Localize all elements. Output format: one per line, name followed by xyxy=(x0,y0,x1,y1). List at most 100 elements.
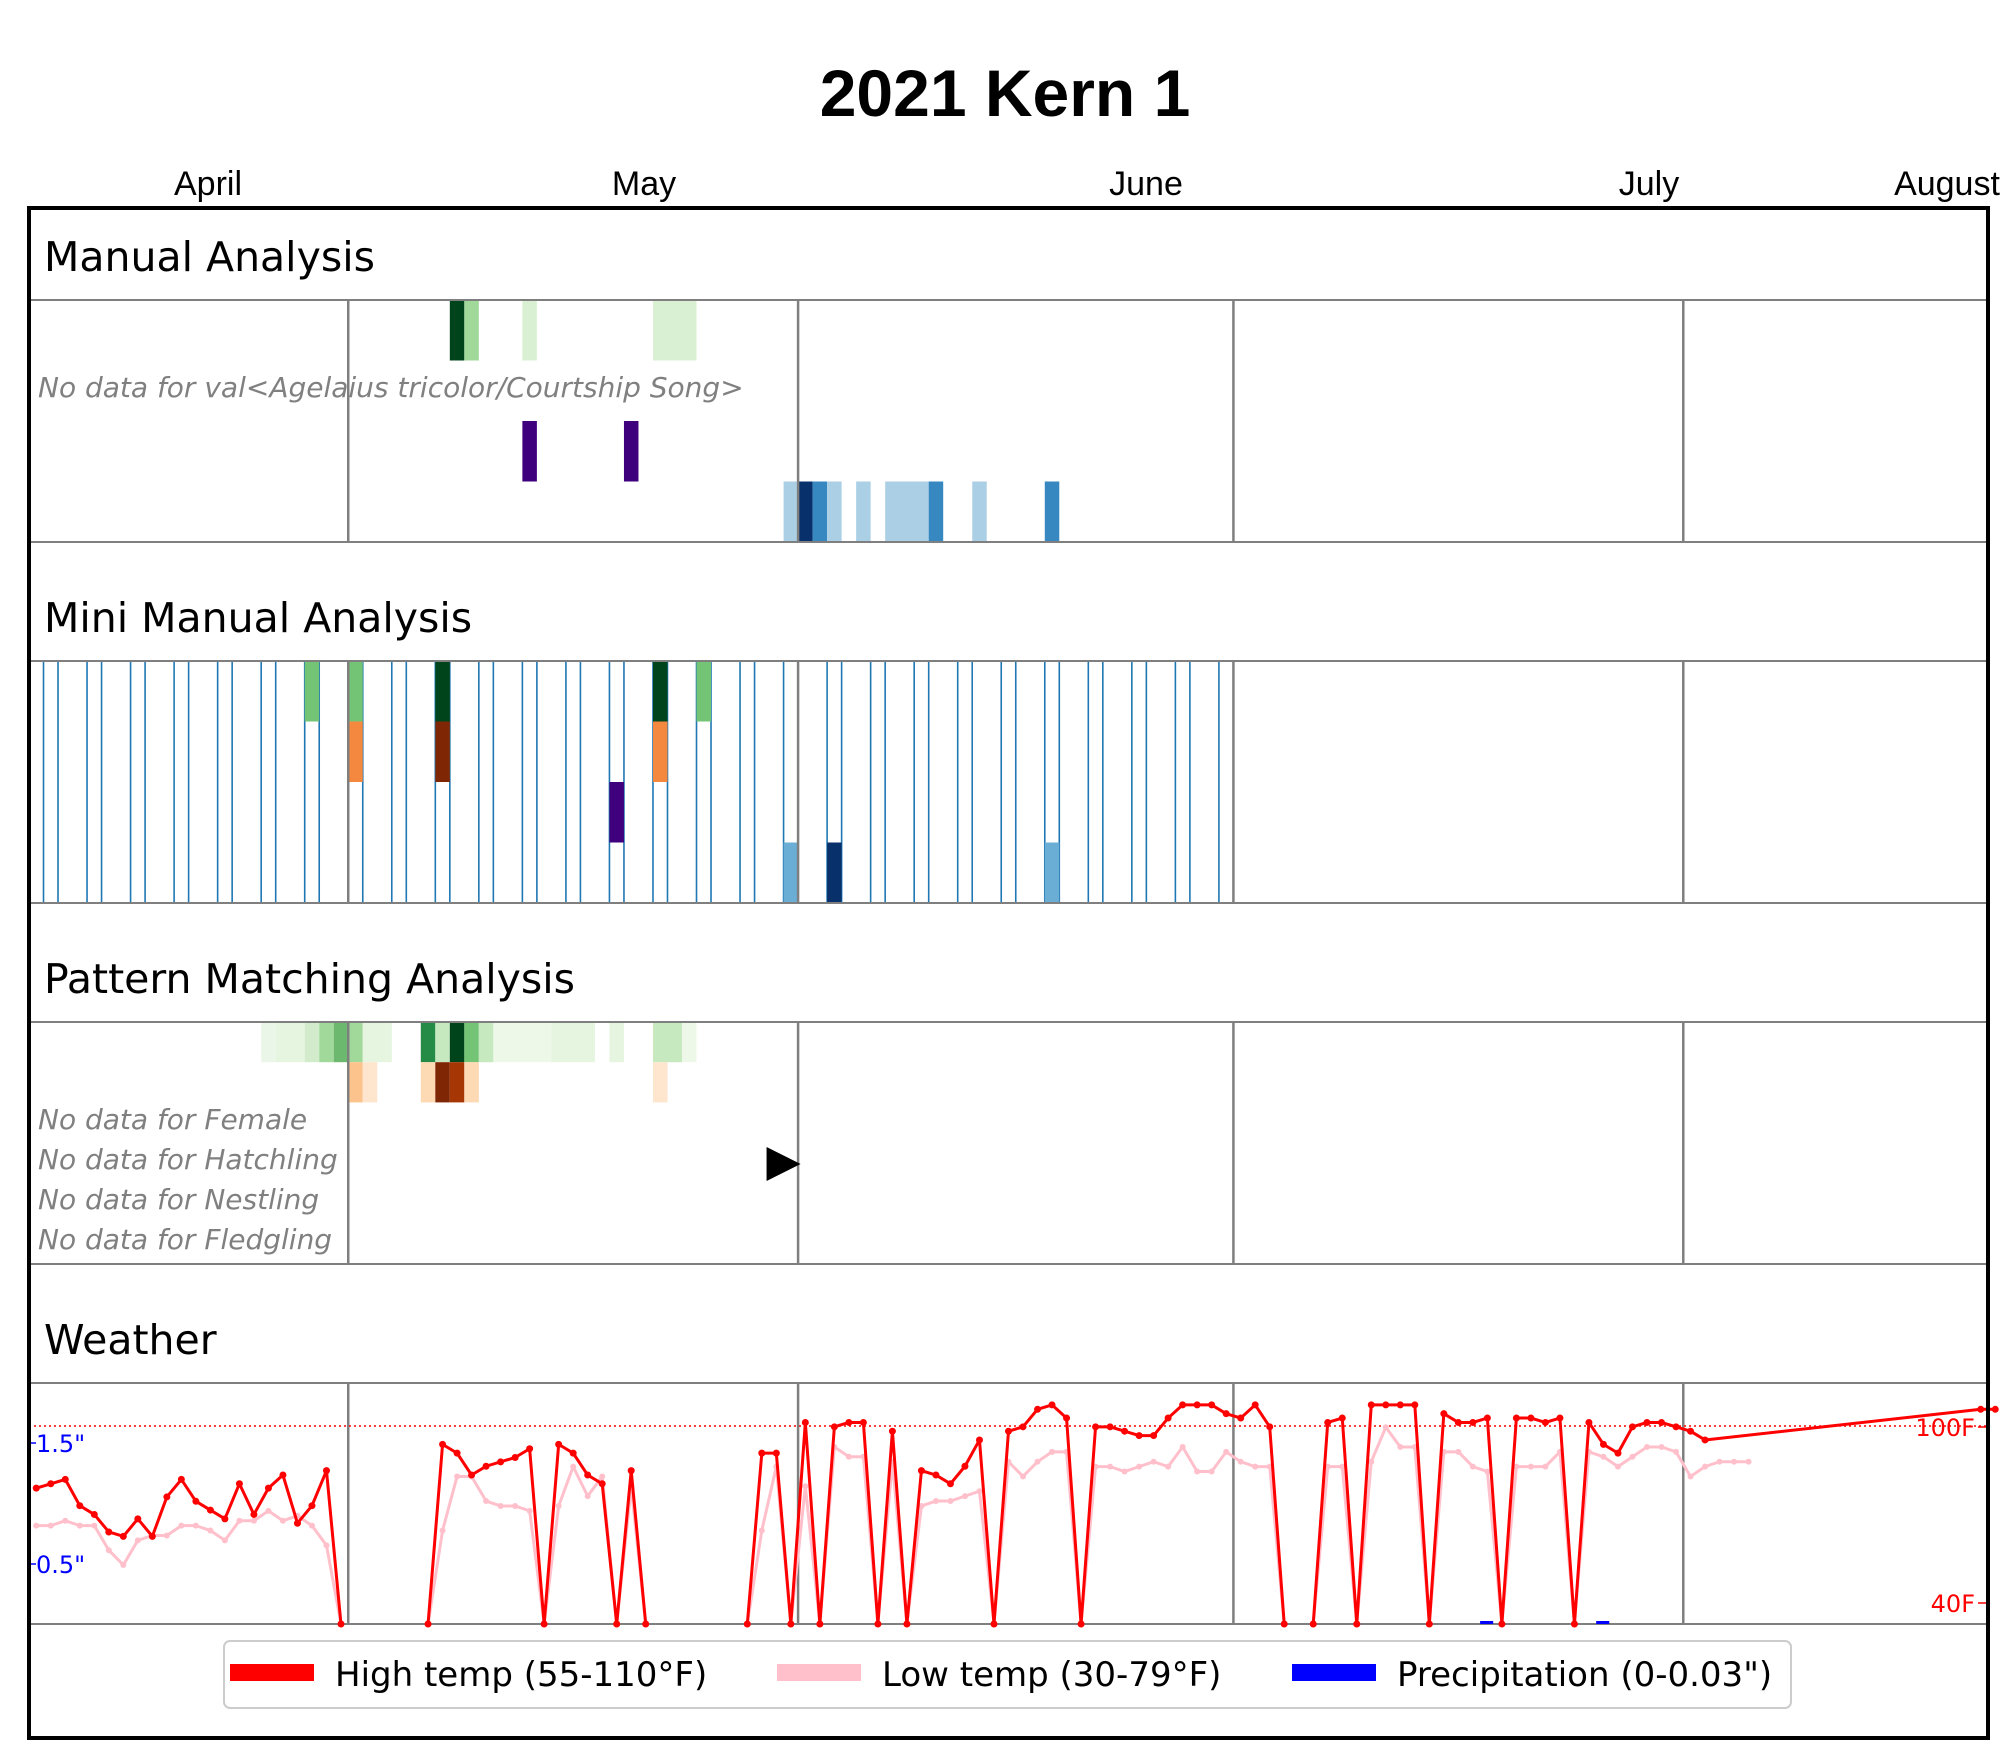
temp-tick-label-2: 40F xyxy=(1931,1590,1975,1618)
legend-swatch-precip xyxy=(1292,1664,1376,1681)
high-temp-line xyxy=(745,1403,1286,1626)
manual-analysis-cell xyxy=(827,481,842,542)
manual-analysis-cell xyxy=(1044,481,1060,542)
precip-tick-label-1: 1.5" xyxy=(36,1430,85,1458)
precip-tick-2: 0.5" xyxy=(29,1551,85,1579)
pattern-matching-cell xyxy=(261,1022,276,1063)
no-data-female: No data for Female xyxy=(38,1103,307,1136)
section-title-manual: Manual Analysis xyxy=(44,233,375,281)
legend-swatch-high xyxy=(230,1664,314,1681)
pattern-matching-cell xyxy=(464,1062,479,1103)
mini-manual-cell xyxy=(435,661,450,722)
month-label-april: April xyxy=(174,165,242,203)
manual-analysis-cell xyxy=(885,481,929,542)
precipitation-series xyxy=(1480,1621,1610,1624)
pattern-marker xyxy=(766,1147,801,1181)
manual-analysis-cell xyxy=(623,421,639,482)
mini-manual-cell xyxy=(435,721,450,782)
no-data-fledgling: No data for Fledgling xyxy=(38,1223,332,1256)
section-title-pattern: Pattern Matching Analysis xyxy=(44,955,575,1003)
pattern-matching-cell xyxy=(435,1062,450,1103)
mini-manual-analysis-heatmap xyxy=(304,661,1060,903)
figure-frame xyxy=(27,206,1990,1740)
legend-swatch-low xyxy=(777,1664,861,1681)
manual-analysis-cell xyxy=(522,421,537,482)
high-temp-line xyxy=(35,1469,343,1625)
manual-analysis-cell xyxy=(856,481,871,542)
pattern-matching-cell xyxy=(420,1022,436,1063)
mini-manual-cell xyxy=(783,842,799,903)
month-label-august: August xyxy=(1894,165,2000,203)
chart-title: 2021 Kern 1 xyxy=(820,56,1191,130)
manual-analysis-cell xyxy=(812,481,828,542)
temp-tick-2: 40F xyxy=(1931,1590,1988,1618)
pattern-matching-cell xyxy=(652,1022,682,1063)
manual-analysis-cell xyxy=(783,481,799,542)
mini-manual-cell xyxy=(609,782,624,843)
precipitation-bar xyxy=(1480,1621,1494,1624)
mini-manual-cell xyxy=(827,842,842,903)
month-label-june: June xyxy=(1109,165,1183,203)
low-temp-line xyxy=(1311,1425,1749,1626)
pattern-matching-cell xyxy=(348,1062,363,1103)
mini-manual-cell xyxy=(304,661,320,722)
band-borders xyxy=(29,299,1988,1625)
precip-tick-1: 1.5" xyxy=(29,1430,85,1458)
pattern-matching-cell xyxy=(478,1022,494,1063)
section-title-mini: Mini Manual Analysis xyxy=(44,594,472,642)
no-data-nestling: No data for Nestling xyxy=(38,1183,319,1216)
pattern-matching-cell xyxy=(449,1022,465,1063)
no-data-hatchling: No data for Hatchling xyxy=(38,1143,338,1176)
pattern-matching-cell xyxy=(420,1062,436,1103)
low-temp-line xyxy=(36,1509,343,1625)
mini-manual-cell xyxy=(348,661,363,722)
temp-tick-label-1: 100F xyxy=(1915,1414,1975,1442)
week-gridlines xyxy=(346,300,1685,1624)
high-temp-line xyxy=(1311,1403,1996,1626)
pattern-matching-cell xyxy=(682,1022,697,1063)
mini-manual-cell xyxy=(348,721,363,782)
pattern-matching-cell xyxy=(275,1022,305,1063)
legend-box xyxy=(223,1640,1792,1709)
manual-analysis-cell xyxy=(652,300,697,361)
no-data-courtship-song: No data for val<Agelaius tricolor/Courts… xyxy=(38,371,744,404)
month-label-july: July xyxy=(1619,165,1679,203)
pattern-matching-cell xyxy=(449,1062,465,1103)
pattern-matching-cell xyxy=(435,1022,450,1063)
manual-analysis-cell xyxy=(798,481,813,542)
pattern-matching-cell xyxy=(304,1022,320,1063)
manual-analysis-heatmap xyxy=(449,300,1060,542)
high-temp-series xyxy=(32,1401,1999,1628)
pattern-marker-triangle xyxy=(766,1147,801,1181)
pattern-matching-cell xyxy=(493,1022,552,1063)
legend-label-high: High temp (55-110°F) xyxy=(335,1655,707,1695)
pattern-matching-cell xyxy=(609,1022,624,1063)
manual-analysis-cell xyxy=(972,481,987,542)
pattern-matching-cell xyxy=(348,1022,363,1063)
pattern-matching-cell xyxy=(333,1022,349,1063)
precip-tick-label-2: 0.5" xyxy=(36,1551,85,1579)
low-temp-line xyxy=(745,1445,1286,1626)
manual-analysis-cell xyxy=(928,481,944,542)
mini-manual-cell xyxy=(696,661,712,722)
temp-tick-1: 100F xyxy=(1915,1414,1988,1442)
pattern-matching-cell xyxy=(551,1022,595,1063)
manual-analysis-cell xyxy=(464,300,479,361)
mini-manual-cell xyxy=(1044,842,1060,903)
pattern-matching-cell xyxy=(652,1062,668,1103)
pattern-matching-cell xyxy=(464,1022,479,1063)
month-label-may: May xyxy=(612,165,676,203)
month-axis: April May June July August xyxy=(174,165,2000,203)
legend-label-low: Low temp (30-79°F) xyxy=(882,1655,1221,1695)
pattern-matching-cell xyxy=(362,1022,392,1063)
manual-analysis-cell xyxy=(522,300,537,361)
legend-label-precip: Precipitation (0-0.03") xyxy=(1397,1655,1772,1695)
pattern-matching-cell xyxy=(362,1062,378,1103)
mini-manual-cell xyxy=(652,661,668,722)
mini-manual-cell xyxy=(652,721,668,782)
pattern-matching-heatmap xyxy=(261,1022,697,1103)
weather-plot xyxy=(29,1401,1999,1628)
legend: High temp (55-110°F) Low temp (30-79°F) … xyxy=(223,1640,1792,1709)
high-temp-line xyxy=(426,1442,648,1626)
